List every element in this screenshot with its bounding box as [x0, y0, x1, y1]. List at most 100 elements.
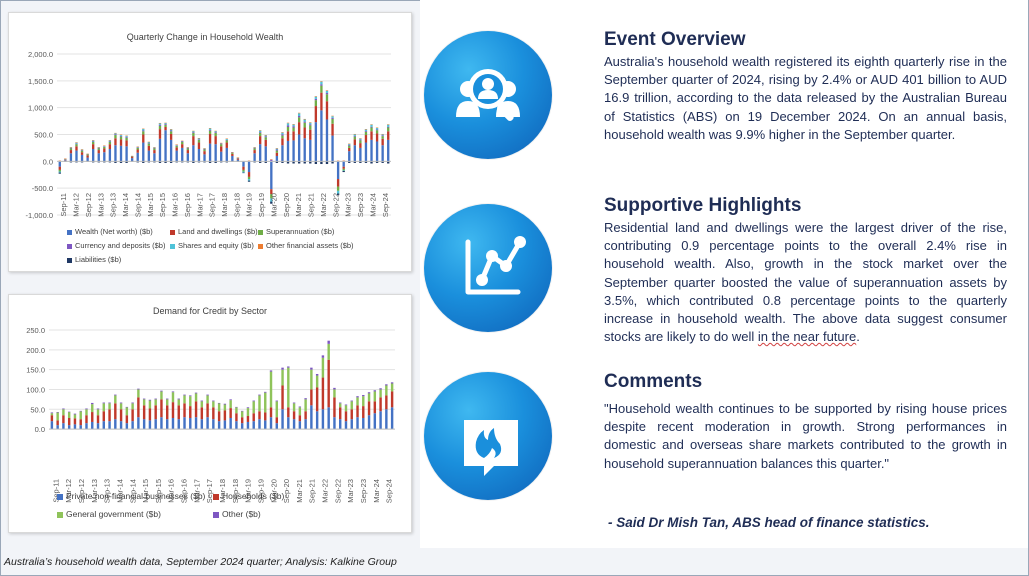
bar-segment: [286, 125, 290, 127]
bar-segment: [281, 409, 284, 430]
bar-segment: [208, 143, 212, 162]
bar-segment: [62, 408, 65, 410]
bar-segment: [69, 147, 73, 148]
bar-segment: [103, 152, 106, 162]
bar-segment: [379, 411, 382, 430]
bar-segment: [304, 419, 307, 430]
bar-segment: [253, 153, 256, 162]
bar-segment: [275, 401, 278, 418]
bar-segment: [125, 407, 129, 416]
bar-segment: [331, 115, 334, 117]
bar-segment: [314, 96, 318, 99]
bar-segment: [214, 136, 217, 145]
bar-segment: [259, 136, 262, 145]
bar-segment: [246, 408, 250, 417]
bar-segment: [86, 153, 89, 155]
bar-segment: [314, 106, 318, 123]
bar-segment: [86, 155, 89, 158]
bar-segment: [344, 405, 348, 412]
bar-segment: [142, 398, 146, 400]
legend-item: Land and dwellings ($b): [170, 227, 258, 236]
x-tick-label: Mar-14: [121, 193, 130, 217]
bar-segment: [183, 403, 186, 418]
bar-segment: [147, 150, 151, 162]
bar-segment: [169, 133, 173, 140]
bar-segment: [169, 161, 173, 163]
bar-segment: [58, 161, 61, 167]
bar-segment: [108, 403, 111, 410]
bar-segment: [203, 149, 206, 152]
bar-segment: [367, 415, 371, 430]
bar-segment: [353, 139, 356, 146]
highlights-title: Supportive Highlights: [604, 195, 802, 216]
bar-segment: [148, 420, 152, 430]
bar-segment: [309, 161, 312, 164]
bar-segment: [164, 161, 167, 163]
bar-segment: [160, 390, 163, 392]
bar-segment: [325, 101, 329, 120]
bar-segment: [75, 150, 78, 162]
bar-segment: [164, 126, 167, 131]
bar-segment: [208, 161, 212, 163]
y-tick-label: 1,500.0: [28, 77, 53, 86]
x-tick-label: Mar-13: [96, 193, 105, 217]
bar-segment: [58, 171, 61, 173]
bar-segment: [281, 367, 284, 370]
bar-segment: [142, 131, 145, 135]
bar-segment: [333, 397, 336, 418]
bar-segment: [103, 145, 106, 147]
bar-segment: [158, 129, 162, 139]
legend-label: Private non-financial businesses ($b): [66, 491, 206, 501]
bar-segment: [153, 153, 156, 162]
bar-segment: [303, 121, 306, 123]
credit-chart-plot: 250.0 200.0 150.0 100.0 50.0 0.0 Sep-11 Mar-12 S…: [26, 326, 395, 503]
bar-segment: [270, 159, 273, 160]
bar-segment: [381, 133, 384, 135]
bar-segment: [136, 147, 139, 150]
bar-segment: [325, 90, 329, 93]
bar-segment: [96, 423, 100, 430]
bar-segment: [264, 135, 267, 136]
bar-segment: [344, 411, 348, 422]
bar-segment: [171, 391, 175, 393]
bar-segment: [348, 143, 351, 145]
bar-segment: [175, 144, 178, 146]
bar-segment: [297, 112, 301, 114]
bar-segment: [79, 419, 82, 426]
bar-segment: [80, 152, 84, 155]
bar-segment: [236, 157, 240, 158]
bar-segment: [339, 419, 342, 430]
x-tick-label: Mar-24: [372, 479, 381, 503]
bar-segment: [298, 407, 302, 416]
bar-segment: [297, 134, 301, 162]
bar-segment: [97, 147, 100, 148]
bar-segment: [164, 122, 167, 124]
bar-segment: [387, 131, 390, 140]
bar-segment: [281, 161, 284, 163]
bar-segment: [175, 144, 178, 145]
bar-segment: [236, 158, 240, 160]
bar-segment: [321, 409, 325, 430]
bar-segment: [108, 144, 112, 149]
bar-segment: [225, 140, 228, 143]
bar-segment: [177, 419, 180, 430]
bar-segment: [287, 417, 290, 430]
bar-segment: [114, 403, 117, 420]
bar-segment: [130, 156, 134, 157]
bar-segment: [119, 409, 123, 422]
bar-segment: [75, 143, 78, 145]
bar-segment: [325, 119, 329, 162]
bar-segment: [220, 161, 223, 163]
bar-segment: [247, 161, 251, 173]
x-tick-label: Mar-12: [72, 193, 81, 217]
bar-segment: [108, 140, 112, 141]
bar-segment: [314, 100, 318, 107]
bar-segment: [375, 130, 379, 134]
bar-segment: [58, 172, 61, 174]
bar-segment: [367, 392, 371, 394]
bar-segment: [119, 136, 123, 140]
legend-item: Superannuation ($b): [258, 227, 334, 236]
bar-segment: [303, 161, 306, 164]
bar-segment: [247, 176, 251, 180]
bar-segment: [364, 129, 368, 132]
